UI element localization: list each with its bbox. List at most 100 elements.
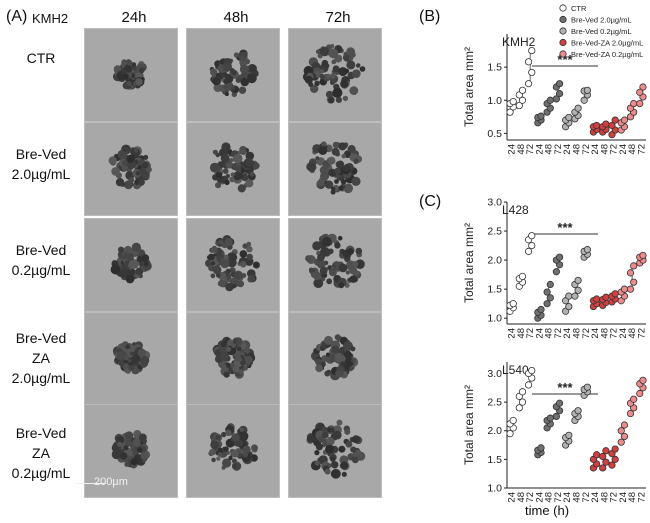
data-point xyxy=(599,452,607,461)
y-tick-label: 3.0 xyxy=(487,197,502,209)
y-tick-label: 1.5 xyxy=(487,62,502,74)
data-point xyxy=(602,293,610,301)
condition-line: ZA xyxy=(32,350,50,366)
x-tick-label: 48 xyxy=(516,492,527,503)
data-point xyxy=(565,113,573,122)
data-point xyxy=(620,432,629,441)
cell-line-label: KMH2 xyxy=(32,11,69,26)
micrograph-tile xyxy=(288,122,382,216)
y-tick-label: 1.5 xyxy=(487,454,502,466)
y-tick-label: 1.5 xyxy=(487,284,502,296)
data-point xyxy=(630,278,638,286)
legend-marker xyxy=(559,38,567,47)
data-point xyxy=(509,97,517,106)
data-point xyxy=(630,395,638,403)
data-point xyxy=(593,295,601,303)
significance-label: *** xyxy=(557,220,573,235)
data-point xyxy=(583,246,591,254)
data-point xyxy=(602,120,610,128)
significance-label: *** xyxy=(557,380,573,395)
legend-label: Bre-Ved 2.0µg/mL xyxy=(571,16,632,25)
data-point xyxy=(630,99,638,108)
x-tick-label: 24 xyxy=(507,328,518,339)
data-point xyxy=(608,461,616,469)
data-point xyxy=(626,269,635,277)
data-point xyxy=(537,112,545,120)
x-tick-label: 48 xyxy=(516,328,527,339)
data-point xyxy=(555,399,564,407)
chart-title: KMH2 xyxy=(502,35,536,49)
data-point xyxy=(537,444,545,452)
time-header-72h: 72h xyxy=(325,9,351,26)
y-tick-label: 2.0 xyxy=(487,255,502,267)
data-point xyxy=(518,96,527,104)
data-point xyxy=(602,447,610,455)
x-tick-label: 72 xyxy=(609,144,620,155)
data-point xyxy=(528,366,536,375)
chart-title: L540 xyxy=(502,363,529,377)
x-tick-label: 72 xyxy=(553,492,564,503)
data-point xyxy=(565,292,573,300)
data-point xyxy=(524,58,533,66)
scale-bar-label: 200µm xyxy=(94,476,128,488)
data-point xyxy=(518,388,527,396)
legend-label: Bre-Ved-ZA 2.0µg/mL xyxy=(571,39,643,48)
y-tick-label: 2.5 xyxy=(487,397,502,409)
micrograph-tile xyxy=(84,312,178,406)
x-tick-label: 48 xyxy=(627,328,638,339)
data-point xyxy=(524,381,533,389)
x-tick-label: 48 xyxy=(572,144,583,155)
panel-b-label: (B) xyxy=(419,8,441,25)
x-tick-label: 24 xyxy=(507,144,518,155)
data-point xyxy=(543,300,551,308)
condition-line: 0.2µg/mL xyxy=(11,262,71,278)
y-tick-label: 1.0 xyxy=(487,483,502,495)
data-point xyxy=(552,412,560,421)
data-point xyxy=(617,427,625,435)
micrograph-tile xyxy=(186,218,280,312)
data-point xyxy=(518,86,527,94)
condition-label-za-low: Bre-Ved ZA 0.2µg/mL xyxy=(2,423,80,483)
y-tick-label: 1.0 xyxy=(487,313,502,325)
data-point xyxy=(546,280,554,289)
data-point xyxy=(639,251,647,260)
data-point xyxy=(626,285,635,293)
condition-label-za-high: Bre-Ved ZA 2.0µg/mL xyxy=(2,328,80,388)
x-tick-label: 24 xyxy=(618,144,629,155)
legend-label: Bre-Ved 0.2µg/mL xyxy=(571,27,632,36)
x-tick-label: 72 xyxy=(525,328,536,339)
x-tick-label: 48 xyxy=(544,328,555,339)
data-point xyxy=(574,286,582,294)
legend-marker xyxy=(559,15,567,24)
legend-label: CTR xyxy=(571,4,587,13)
data-point xyxy=(546,96,554,104)
data-point xyxy=(555,90,564,98)
x-tick-label: 24 xyxy=(590,492,601,503)
data-point xyxy=(528,68,536,77)
micrograph-tile xyxy=(186,404,280,498)
x-tick-label: 72 xyxy=(581,328,592,339)
micrograph-tile xyxy=(186,122,280,216)
condition-label-bv-high: Bre-Ved 2.0µg/mL xyxy=(2,144,80,184)
condition-line: Bre-Ved xyxy=(15,330,67,346)
data-point xyxy=(552,95,560,103)
data-point xyxy=(639,376,647,384)
x-tick-label: 72 xyxy=(525,144,536,155)
condition-line: CTR xyxy=(26,50,56,66)
condition-line: Bre-Ved xyxy=(15,242,67,258)
condition-label-ctr: CTR xyxy=(2,48,80,68)
data-point xyxy=(620,285,629,293)
data-point xyxy=(515,101,523,110)
data-point xyxy=(636,389,644,398)
x-tick-label: 24 xyxy=(534,144,545,155)
micrograph-tile xyxy=(288,218,382,312)
y-axis-label: Total area mm² xyxy=(462,385,476,465)
y-axis-label: Total area mm² xyxy=(462,47,476,127)
x-tick-label: 24 xyxy=(590,328,601,339)
data-point xyxy=(518,398,527,406)
micrograph-tile xyxy=(84,28,178,122)
data-point xyxy=(611,116,619,124)
data-point xyxy=(580,96,588,104)
